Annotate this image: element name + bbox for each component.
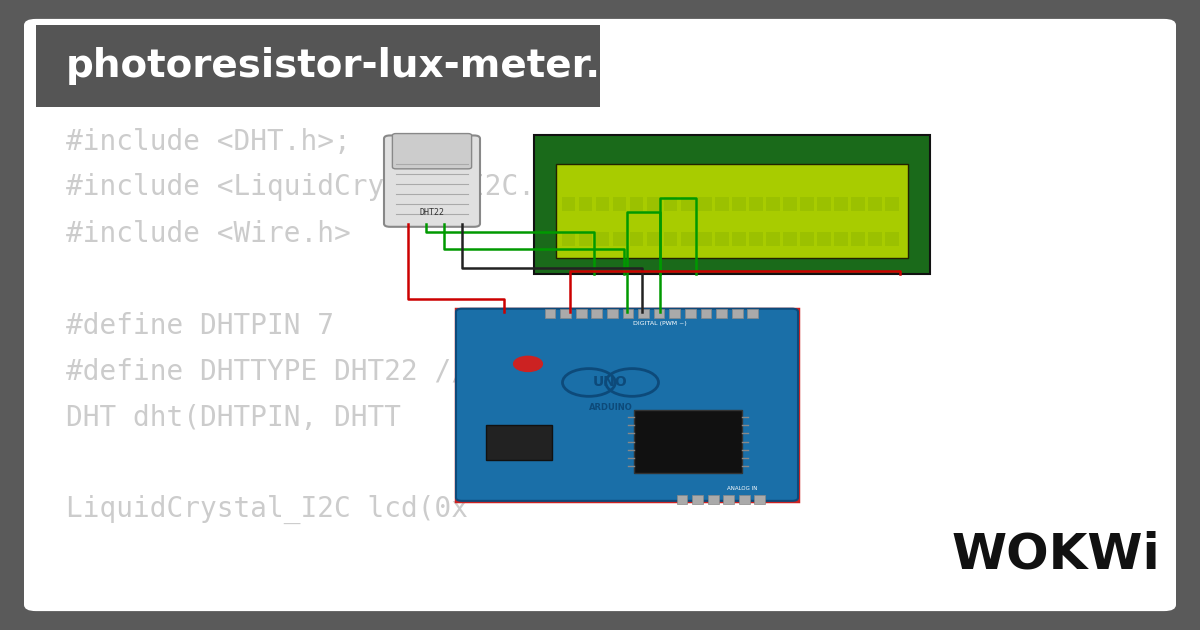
Bar — [623, 309, 634, 318]
Bar — [817, 232, 830, 246]
Bar — [817, 197, 830, 211]
Bar — [595, 197, 610, 211]
Bar — [766, 232, 780, 246]
Bar — [36, 25, 600, 107]
Bar — [486, 425, 552, 460]
Bar — [685, 309, 696, 318]
Text: #define DHTPIN 7: #define DHTPIN 7 — [66, 312, 334, 340]
Text: #define DHTTYPE DHT22 //AM2302): #define DHTTYPE DHT22 //AM2302) — [66, 358, 586, 386]
Bar — [556, 164, 908, 258]
Circle shape — [514, 357, 542, 372]
Bar — [800, 197, 814, 211]
Bar — [670, 309, 680, 318]
Bar — [749, 232, 763, 246]
Bar — [677, 495, 688, 504]
Bar — [576, 309, 587, 318]
Bar — [654, 309, 665, 318]
Bar — [692, 495, 703, 504]
Bar — [647, 197, 660, 211]
FancyBboxPatch shape — [24, 19, 1176, 611]
FancyBboxPatch shape — [456, 309, 798, 501]
Bar — [739, 495, 750, 504]
Text: ARDUINO: ARDUINO — [589, 403, 632, 412]
Bar — [630, 197, 643, 211]
Bar — [534, 135, 930, 274]
Bar — [784, 197, 797, 211]
Bar — [708, 495, 719, 504]
Bar — [732, 309, 743, 318]
Text: DIGITAL (PWM ~): DIGITAL (PWM ~) — [634, 321, 686, 326]
Bar — [766, 197, 780, 211]
Bar — [634, 410, 742, 472]
Text: LiquidCrystal_I2C lcd(0x: LiquidCrystal_I2C lcd(0x — [66, 495, 468, 524]
Bar — [613, 197, 626, 211]
Text: photoresistor-lux-meter.ino: photoresistor-lux-meter.ino — [66, 47, 668, 85]
Bar — [715, 232, 728, 246]
Bar — [886, 197, 899, 211]
Text: #include <LiquidCrystal_I2C.h>: #include <LiquidCrystal_I2C.h> — [66, 173, 569, 202]
Text: DHT22: DHT22 — [420, 209, 444, 217]
Bar — [680, 197, 695, 211]
Bar — [869, 232, 882, 246]
FancyBboxPatch shape — [384, 135, 480, 227]
Bar — [456, 309, 798, 501]
Bar — [664, 232, 678, 246]
Bar — [886, 232, 899, 246]
Bar — [755, 495, 766, 504]
Bar — [724, 495, 734, 504]
Bar — [664, 197, 678, 211]
Bar — [562, 197, 575, 211]
Bar — [607, 309, 618, 318]
Bar — [748, 309, 758, 318]
Bar — [851, 197, 865, 211]
Bar — [545, 309, 556, 318]
Text: UNO: UNO — [593, 375, 628, 389]
Bar — [869, 197, 882, 211]
Bar — [698, 197, 712, 211]
Bar — [562, 232, 575, 246]
Bar — [834, 232, 848, 246]
Bar — [578, 197, 593, 211]
Bar — [595, 232, 610, 246]
Bar — [749, 197, 763, 211]
Text: DHT dht(DHTPIN, DHTT: DHT dht(DHTPIN, DHTT — [66, 404, 401, 432]
Text: #include <DHT.h>;: #include <DHT.h>; — [66, 128, 350, 156]
Bar — [715, 197, 728, 211]
Bar — [732, 197, 745, 211]
Bar — [784, 232, 797, 246]
Bar — [647, 232, 660, 246]
Bar — [698, 232, 712, 246]
Bar — [592, 309, 602, 318]
Bar — [800, 232, 814, 246]
Bar — [851, 232, 865, 246]
FancyBboxPatch shape — [392, 134, 472, 169]
Bar — [701, 309, 712, 318]
Text: WOKWi: WOKWi — [952, 530, 1160, 578]
Bar — [630, 232, 643, 246]
Bar — [578, 232, 593, 246]
Bar — [680, 232, 695, 246]
Bar — [716, 309, 727, 318]
Bar — [560, 309, 571, 318]
Bar — [638, 309, 649, 318]
Text: ANALOG IN: ANALOG IN — [727, 486, 757, 491]
Bar — [732, 232, 745, 246]
Text: #include <Wire.h>: #include <Wire.h> — [66, 220, 350, 248]
Bar — [613, 232, 626, 246]
Bar — [834, 197, 848, 211]
